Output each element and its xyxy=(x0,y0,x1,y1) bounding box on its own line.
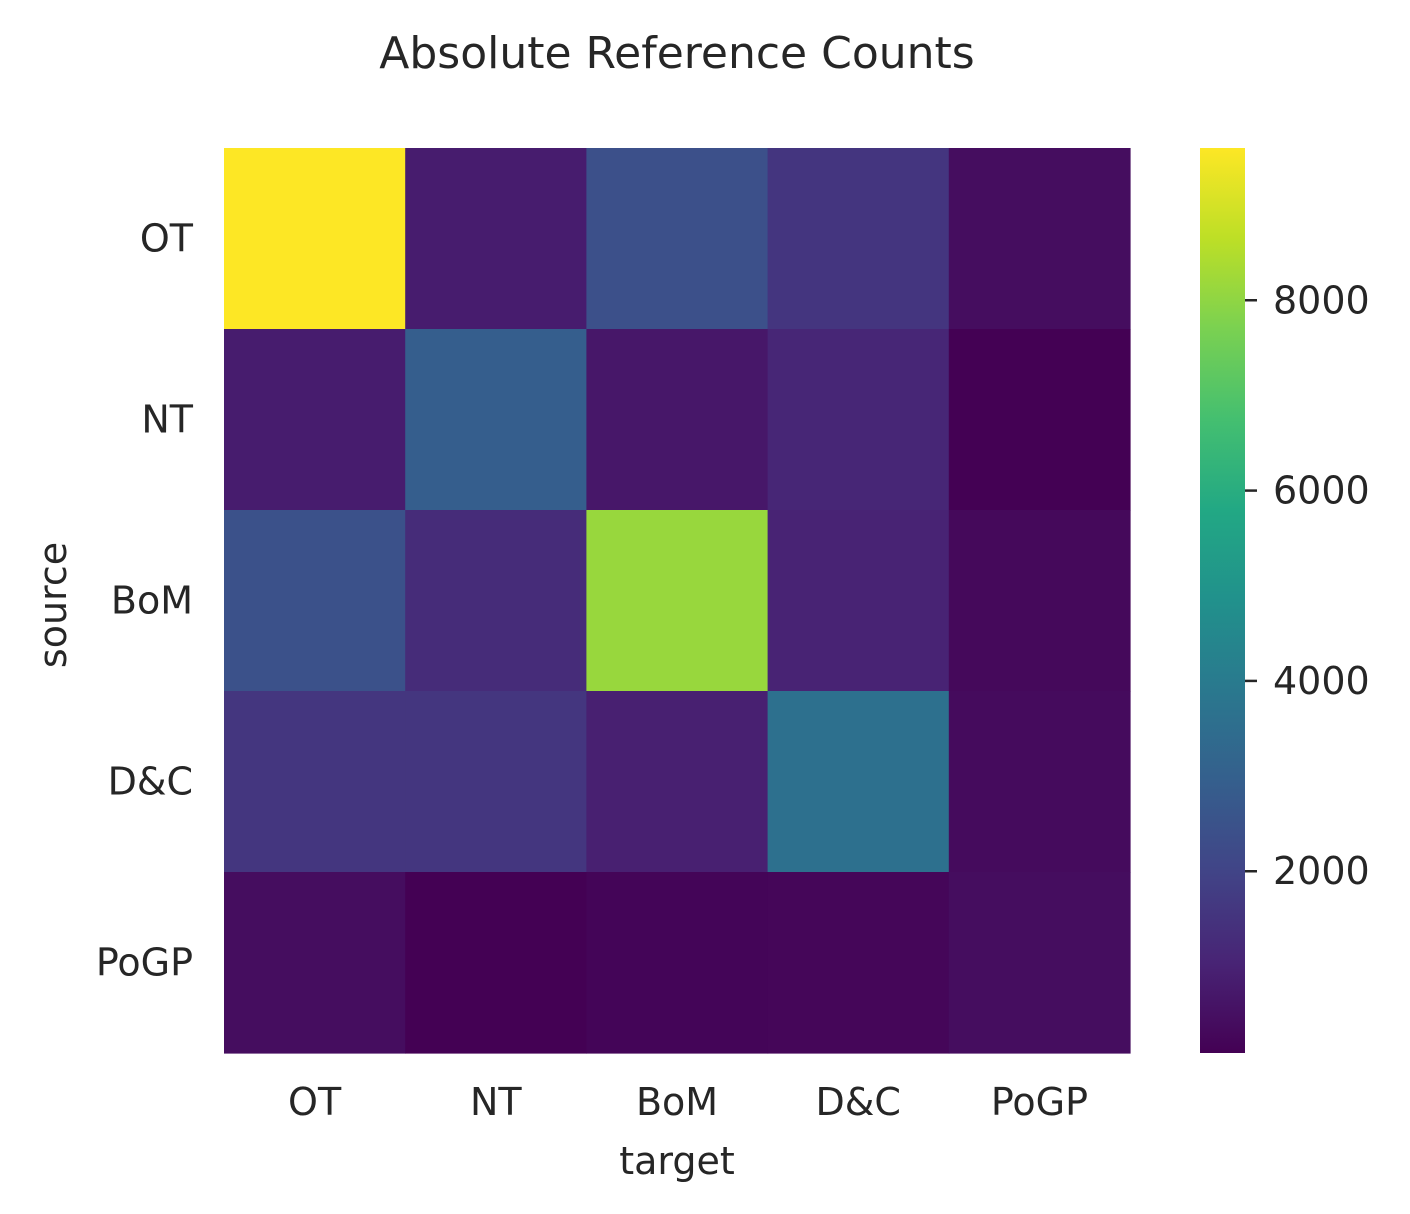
x-tick-label: D&C xyxy=(815,1080,900,1124)
heatmap-cell-4-3 xyxy=(767,872,950,1054)
x-tick-label: OT xyxy=(288,1080,342,1124)
colorbar-tick-label: 4000 xyxy=(1273,659,1370,703)
heatmap-cell-4-4 xyxy=(948,872,1131,1054)
heatmap-cell-1-4 xyxy=(948,329,1131,511)
heatmap-cell-1-0 xyxy=(224,329,406,511)
heatmap-cell-4-0 xyxy=(224,872,406,1054)
colorbar xyxy=(1200,148,1245,1053)
heatmap-cell-1-2 xyxy=(586,329,769,511)
y-tick-label: PoGP xyxy=(96,941,193,985)
chart-title: Absolute Reference Counts xyxy=(379,28,974,79)
heatmap-cell-0-0 xyxy=(224,148,406,330)
y-tick-label: OT xyxy=(140,217,194,261)
x-tick-label: BoM xyxy=(636,1080,718,1124)
y-tick-label: NT xyxy=(141,398,193,442)
heatmap-cell-4-1 xyxy=(405,872,587,1054)
x-tick-label: PoGP xyxy=(991,1080,1088,1124)
heatmap-cell-0-3 xyxy=(767,148,950,330)
heatmap-cell-2-3 xyxy=(767,510,950,692)
heatmap-cell-2-1 xyxy=(405,510,587,692)
x-tick-label: NT xyxy=(470,1080,522,1124)
heatmap-cell-3-3 xyxy=(767,691,950,873)
heatmap-cell-1-3 xyxy=(767,329,950,511)
heatmap-cell-1-1 xyxy=(405,329,587,511)
heatmap-cell-2-2 xyxy=(586,510,769,692)
heatmap-cell-3-2 xyxy=(586,691,769,873)
heatmap-cell-3-0 xyxy=(224,691,406,873)
y-tick-label: D&C xyxy=(108,760,193,804)
y-tick-label: BoM xyxy=(111,579,193,623)
colorbar-ticks: 2000 4000 6000 8000 xyxy=(1245,278,1370,893)
x-axis-label: target xyxy=(619,1139,735,1183)
heatmap-cell-2-4 xyxy=(948,510,1131,692)
heatmap-cell-2-0 xyxy=(224,510,406,692)
heatmap-cell-4-2 xyxy=(586,872,769,1054)
colorbar-tick-label: 2000 xyxy=(1273,849,1370,893)
heatmap-cell-0-4 xyxy=(948,148,1131,330)
y-axis-label: source xyxy=(31,542,75,668)
heatmap-cell-0-1 xyxy=(405,148,587,330)
colorbar-tick-label: 6000 xyxy=(1273,469,1370,513)
heatmap-cell-3-1 xyxy=(405,691,587,873)
heatmap-cell-0-2 xyxy=(586,148,769,330)
colorbar-tick-label: 8000 xyxy=(1273,278,1370,322)
heatmap-cells xyxy=(224,148,1131,1054)
y-tick-labels: OT NT BoM D&C PoGP xyxy=(96,217,194,985)
heatmap-cell-3-4 xyxy=(948,691,1131,873)
x-tick-labels: OT NT BoM D&C PoGP xyxy=(288,1080,1088,1124)
